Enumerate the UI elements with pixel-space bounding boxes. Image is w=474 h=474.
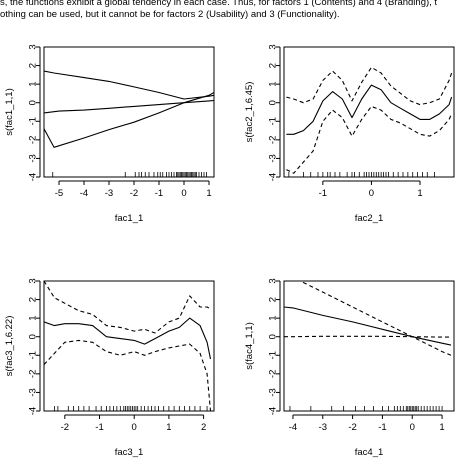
smooth-line (44, 92, 214, 148)
x-tick-label: -3 (319, 422, 327, 433)
y-tick-label: 3 (28, 278, 39, 283)
y-axis-label: s(fac1_1,1) (4, 88, 15, 136)
x-tick-label: -1 (155, 188, 163, 199)
y-tick-label: -2 (268, 370, 279, 378)
chart-panel-4: -4 -3 -2 -1 0 1 -4 -3 -2 -1 0 1 2 3 fac4_1 s(fac4_1,1) (244, 278, 455, 458)
y-tick-label: 1 (28, 315, 39, 320)
x-axis-label: fac1_1 (115, 213, 144, 224)
y-axis-label: s(fac2_1,6.45) (244, 82, 255, 143)
smooth-line (286, 84, 453, 135)
x-tick-label: -2 (130, 188, 138, 199)
smooth-line (284, 306, 452, 346)
y-tick-label: -2 (28, 370, 39, 378)
x-tick-label: 1 (166, 422, 171, 433)
y-tick-label: -1 (268, 117, 279, 125)
y-tick-label: 2 (268, 297, 279, 302)
y-tick-label: -4 (268, 407, 279, 415)
x-tick-label: 0 (410, 422, 415, 433)
confidence-band-line (286, 66, 453, 106)
confidence-band-line (284, 281, 452, 356)
x-tick-label: -1 (319, 188, 327, 199)
chart-panel-2: -1 0 1 -4 -3 -2 -1 0 1 2 3 fac2_1 s(fac2_1,6.45) (244, 44, 455, 224)
y-tick-label: -4 (268, 173, 279, 181)
y-tick-label: -1 (28, 351, 39, 359)
y-tick-label: 0 (28, 334, 39, 339)
y-tick-label: 2 (28, 297, 39, 302)
x-tick-label: 2 (201, 422, 206, 433)
x-tick-label: 1 (439, 422, 444, 433)
y-tick-label: 3 (268, 278, 279, 283)
y-axis-label: s(fac3_1,6.22) (4, 316, 15, 377)
x-tick-label: 1 (206, 188, 211, 199)
x-tick-label: -1 (378, 422, 386, 433)
y-tick-label: -2 (28, 136, 39, 144)
x-tick-label: -4 (289, 422, 297, 433)
y-tick-label: 2 (268, 63, 279, 68)
x-tick-label: -4 (80, 188, 88, 199)
x-tick-label: 1 (417, 188, 422, 199)
x-tick-label: -3 (105, 188, 113, 199)
smooth-line (44, 99, 214, 114)
plot-frame (43, 46, 215, 178)
caption-line-1: s, the functions exhibit a global tenden… (0, 0, 438, 8)
x-tick-label: -2 (348, 422, 356, 433)
x-axis-label: fac3_1 (115, 447, 144, 458)
plot-frame (43, 280, 215, 412)
confidence-band-line (286, 105, 453, 174)
x-tick-label: 0 (181, 188, 186, 199)
y-tick-label: 1 (268, 315, 279, 320)
confidence-band-line (44, 281, 211, 334)
x-tick-label: -5 (55, 188, 63, 199)
y-tick-label: 0 (268, 334, 279, 339)
y-tick-label: 1 (268, 81, 279, 86)
y-tick-label: 1 (28, 81, 39, 86)
y-tick-label: -1 (268, 351, 279, 359)
plot-frame (283, 280, 455, 412)
y-tick-label: -3 (268, 154, 279, 162)
y-tick-label: -4 (28, 173, 39, 181)
chart-panel-3: -2 -1 0 1 2 -4 -3 -2 -1 0 1 2 3 fac3_1 s(fac3_1,6.22) (4, 278, 215, 458)
caption-line-2: othing can be used, but it cannot be for… (0, 9, 340, 20)
y-tick-label: -3 (268, 388, 279, 396)
x-tick-label: 0 (132, 422, 137, 433)
plot-frame (283, 46, 455, 178)
x-tick-label: -1 (95, 422, 103, 433)
y-tick-label: -3 (28, 154, 39, 162)
y-tick-label: -4 (28, 407, 39, 415)
x-tick-label: -2 (61, 422, 69, 433)
chart-panel-1: -5 -4 -3 -2 -1 0 1 -4 -3 -2 -1 0 1 2 3 fac1_1 s(fac1_1,1… (4, 44, 215, 224)
x-tick-label: 0 (369, 188, 374, 199)
x-axis-label: fac4_1 (355, 447, 384, 458)
smooth-line (44, 70, 214, 100)
y-tick-label: -1 (28, 117, 39, 125)
y-tick-label: 0 (268, 100, 279, 105)
y-tick-label: -2 (268, 136, 279, 144)
y-tick-label: 0 (28, 100, 39, 105)
y-tick-label: 2 (28, 63, 39, 68)
y-tick-label: 3 (28, 44, 39, 49)
x-axis-label: fac2_1 (355, 213, 384, 224)
y-tick-label: -3 (28, 388, 39, 396)
confidence-band-line (284, 335, 451, 338)
smooth-line (44, 317, 212, 360)
confidence-band-line (44, 339, 212, 411)
y-axis-label: s(fac4_1,1) (244, 322, 255, 370)
y-tick-label: 3 (268, 44, 279, 49)
